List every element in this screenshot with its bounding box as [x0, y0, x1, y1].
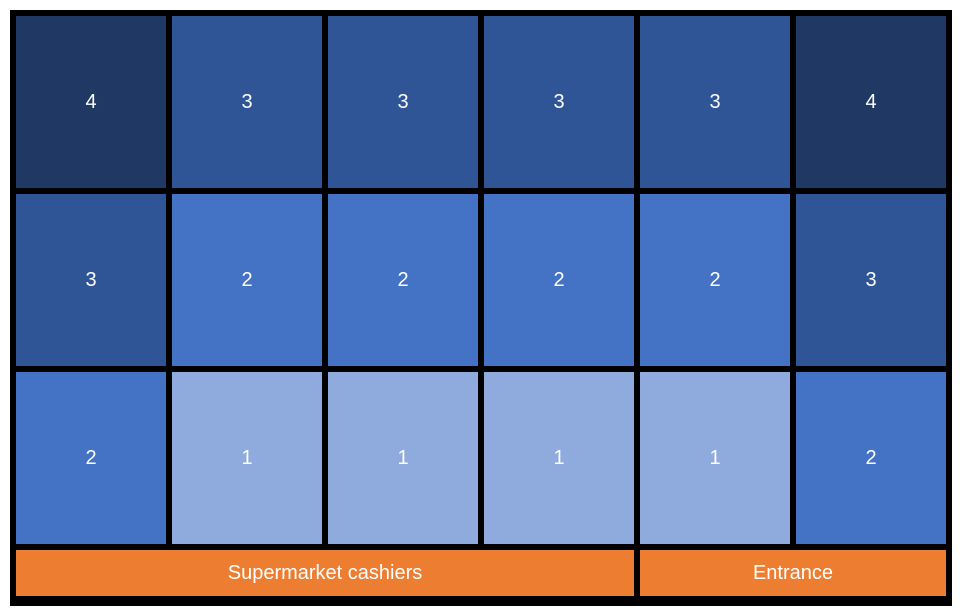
supermarket-cashiers-bar: Supermarket cashiers — [16, 550, 634, 596]
zone-level-label: 3 — [709, 90, 721, 113]
zone-cell: 3 — [640, 16, 790, 188]
zone-cell: 2 — [328, 194, 478, 366]
zone-level-label: 2 — [865, 446, 877, 469]
zone-cell: 2 — [796, 372, 946, 544]
zone-cell: 3 — [796, 194, 946, 366]
zone-level-label: 2 — [241, 268, 253, 291]
entrance-bar: Entrance — [640, 550, 946, 596]
zone-cell: 1 — [484, 372, 634, 544]
zone-level-label: 3 — [865, 268, 877, 291]
zone-level-label: 2 — [553, 268, 565, 291]
zone-level-label: 2 — [397, 268, 409, 291]
zone-level-label: 1 — [709, 446, 721, 469]
zone-cell: 1 — [172, 372, 322, 544]
zone-cell: 2 — [640, 194, 790, 366]
zone-level-label: 3 — [85, 268, 97, 291]
zone-level-label: 2 — [709, 268, 721, 291]
zone-level-label: 1 — [553, 446, 565, 469]
zone-cell: 1 — [640, 372, 790, 544]
zone-level-label: 3 — [241, 90, 253, 113]
zone-cell: 2 — [16, 372, 166, 544]
zone-level-label: 1 — [241, 446, 253, 469]
supermarket-cashiers-label: Supermarket cashiers — [227, 561, 423, 584]
zone-cell: 4 — [16, 16, 166, 188]
zone-cell: 3 — [484, 16, 634, 188]
zone-level-label: 1 — [397, 446, 409, 469]
zone-cell: 1 — [328, 372, 478, 544]
zone-level-label: 4 — [85, 90, 97, 113]
zone-cell: 3 — [172, 16, 322, 188]
zone-level-label: 3 — [553, 90, 565, 113]
zone-level-label: 3 — [397, 90, 409, 113]
entrance-label: Entrance — [752, 561, 834, 584]
zone-cell: 2 — [172, 194, 322, 366]
zone-level-label: 2 — [85, 446, 97, 469]
zone-cell: 3 — [16, 194, 166, 366]
zone-cell: 2 — [484, 194, 634, 366]
zone-cell: 3 — [328, 16, 478, 188]
zone-cell: 4 — [796, 16, 946, 188]
zone-level-label: 4 — [865, 90, 877, 113]
